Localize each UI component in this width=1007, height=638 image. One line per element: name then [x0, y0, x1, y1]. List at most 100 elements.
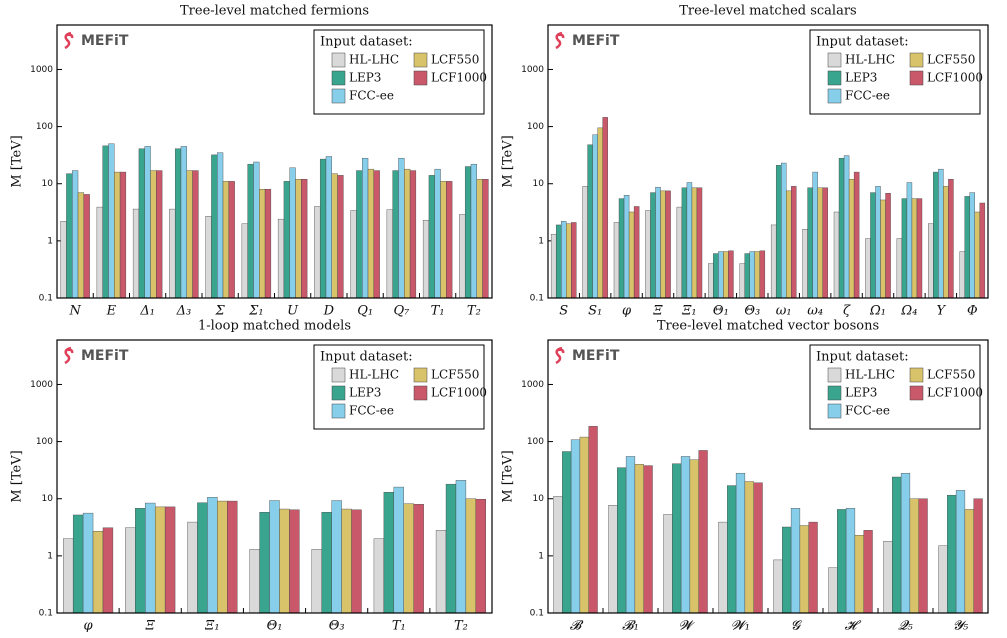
bar — [808, 521, 818, 614]
legend-label: LCF1000 — [927, 71, 983, 85]
bar — [896, 238, 903, 299]
x-tick-label: Θ₃ — [744, 304, 760, 319]
bar — [817, 187, 823, 299]
y-tick-label: 10 — [533, 494, 545, 504]
x-tick-label: Δ₁ — [139, 304, 155, 319]
bar — [680, 456, 691, 614]
bar — [259, 512, 270, 614]
bar — [955, 490, 966, 614]
bar — [645, 210, 651, 299]
bar — [289, 167, 296, 299]
bar — [331, 173, 338, 299]
bar — [744, 253, 750, 299]
legend-label: LCF1000 — [927, 386, 983, 400]
bar — [718, 521, 728, 614]
bar — [319, 158, 327, 299]
bar — [775, 165, 782, 299]
y-axis-label: M [TeV] — [10, 450, 25, 502]
legend-label: LCF550 — [927, 53, 975, 67]
bar — [875, 186, 881, 299]
bar — [174, 148, 182, 299]
x-tick-label: Θ₃ — [329, 619, 345, 634]
logo-icon — [64, 346, 74, 365]
legend-label: HL-LHC — [349, 53, 399, 67]
y-tick-label: 0.1 — [39, 609, 53, 619]
bar — [753, 482, 763, 614]
y-tick-label: 10 — [42, 179, 54, 189]
legend-label: LCF1000 — [431, 386, 487, 400]
bar — [72, 170, 79, 299]
legend-swatch — [909, 385, 924, 401]
bar — [854, 534, 864, 614]
bar — [933, 171, 939, 299]
bar — [325, 156, 332, 299]
x-tick-label: Q₇ — [393, 304, 410, 319]
bar — [217, 152, 224, 299]
chart-title: 1-loop matched models — [198, 319, 351, 334]
bar — [283, 181, 290, 299]
bar — [351, 509, 362, 614]
bar — [906, 182, 913, 299]
bar — [566, 223, 572, 299]
logo-text: MEFiT — [81, 33, 129, 49]
bar — [655, 186, 661, 299]
bar — [681, 187, 688, 299]
bar — [597, 127, 603, 299]
y-tick-label: 100 — [36, 437, 53, 447]
bar — [853, 171, 860, 299]
x-tick-label: N — [68, 304, 81, 319]
bar — [885, 193, 891, 299]
bar — [341, 508, 352, 614]
bar — [164, 506, 176, 614]
y-tick-label: 1000 — [521, 380, 544, 390]
legend-swatch — [413, 52, 428, 68]
bar — [625, 456, 636, 614]
bar — [60, 221, 67, 299]
y-tick-label: 100 — [36, 122, 53, 132]
bar — [459, 214, 466, 299]
bar — [799, 525, 809, 614]
legend-swatch — [331, 367, 346, 383]
legend-label: FCC-ee — [845, 404, 890, 418]
bar — [773, 559, 783, 614]
bar — [608, 505, 618, 614]
bar — [440, 181, 447, 299]
bar — [822, 187, 828, 299]
bar — [938, 545, 948, 614]
y-tick-label: 1000 — [30, 65, 53, 75]
bar — [63, 538, 74, 614]
bar — [445, 483, 457, 614]
chart-title: Tree-level matched vector bosons — [657, 319, 879, 334]
bar — [180, 146, 187, 299]
bar — [845, 508, 856, 614]
bar — [475, 499, 486, 614]
plot-frame — [56, 24, 493, 299]
bar — [587, 144, 593, 299]
bar — [398, 157, 405, 299]
bar — [102, 527, 114, 614]
logo-text: MEFiT — [572, 33, 620, 49]
bar — [676, 206, 683, 299]
legend-label: LEP3 — [845, 386, 877, 400]
bar — [918, 498, 928, 614]
legend-swatch — [413, 385, 428, 401]
x-tick-label: Q₁ — [357, 304, 373, 319]
legend-swatch — [909, 367, 924, 383]
bar — [228, 181, 235, 299]
panel: Tree-level matched fermions M [TeV] 0.1 1 10… — [10, 4, 493, 319]
bar — [928, 223, 934, 299]
bar — [582, 186, 588, 299]
plot-frame — [56, 339, 493, 614]
bar — [82, 512, 94, 614]
bar — [718, 251, 724, 299]
chart-title: Tree-level matched fermions — [180, 4, 369, 19]
y-tick-label: 100 — [527, 437, 544, 447]
bar — [145, 502, 156, 614]
bar — [892, 476, 902, 614]
legend-swatch — [331, 403, 346, 419]
bar — [665, 190, 671, 299]
bar — [833, 211, 840, 299]
legend-swatch — [413, 367, 428, 383]
x-tick-label: Ω₁ — [869, 304, 886, 319]
